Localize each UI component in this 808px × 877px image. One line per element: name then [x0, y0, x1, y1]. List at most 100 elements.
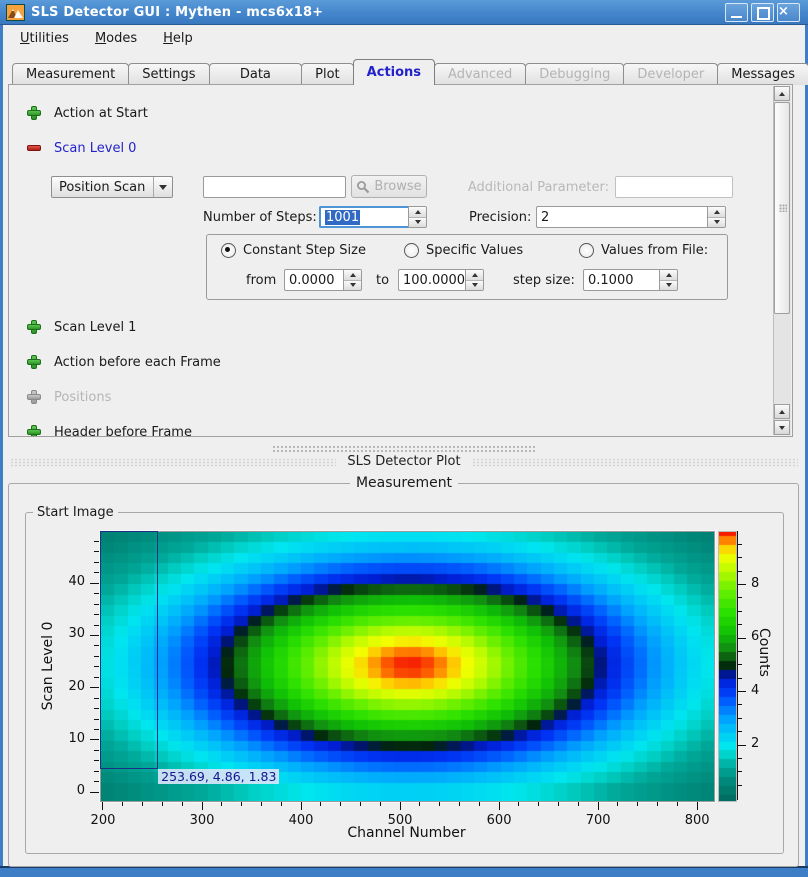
tick-label: 4 — [751, 683, 759, 698]
plot-area: 2003004005006007008000102030402468 Scan … — [25, 512, 782, 852]
tick-mark — [94, 593, 99, 594]
spin-up-button[interactable] — [344, 270, 361, 281]
tick-mark — [738, 758, 742, 759]
scroll-up-button-2[interactable] — [774, 404, 790, 419]
tick-mark — [738, 664, 742, 665]
arrow-up-icon — [415, 210, 421, 214]
tab-settings[interactable]: Settings — [128, 63, 209, 85]
menu-item-utilities[interactable]: Utilities — [11, 28, 78, 49]
expand-plus-icon[interactable] — [26, 105, 42, 121]
tab-actions[interactable]: Actions — [353, 59, 435, 85]
to-spinbox[interactable]: 100.0000 — [398, 269, 484, 291]
close-button[interactable]: × — [777, 3, 800, 22]
tab-bar: MeasurementSettingsData OutputPlotAction… — [12, 59, 808, 85]
spin-up-button[interactable] — [708, 207, 725, 218]
tick-mark — [94, 771, 99, 772]
collapse-minus-icon[interactable] — [26, 140, 42, 156]
tick-mark — [738, 718, 742, 719]
tick-mark — [202, 802, 203, 810]
browse-label: Browse — [374, 179, 421, 194]
tick-mark — [738, 691, 746, 692]
tick-mark — [94, 729, 99, 730]
tab-plot[interactable]: Plot — [301, 63, 354, 85]
number-of-steps-spinbox[interactable]: 1001 — [319, 206, 427, 228]
spin-down-button[interactable] — [409, 218, 426, 228]
splitter-handle[interactable] — [272, 445, 535, 452]
app-window: SLS Detector GUI : Mythen - mcs6x18+ × U… — [0, 0, 808, 877]
tab-messages[interactable]: Messages — [717, 63, 808, 85]
menu-item-modes[interactable]: Modes — [86, 28, 146, 49]
arrow-down-icon — [415, 220, 421, 224]
action-before-frame-row: Action before each Frame — [26, 353, 221, 371]
expand-plus-icon[interactable] — [26, 424, 42, 437]
spin-up-button[interactable] — [466, 270, 483, 281]
from-value: 0.0000 — [284, 269, 343, 291]
specific-values-radio[interactable]: Specific Values — [404, 243, 523, 258]
tick-mark — [697, 802, 698, 810]
scroll-down-button[interactable] — [774, 420, 790, 435]
spin-up-button[interactable] — [409, 207, 426, 218]
expand-plus-icon[interactable] — [26, 354, 42, 370]
tick-mark — [142, 802, 143, 806]
x-axis-label: Channel Number — [100, 825, 713, 841]
number-of-steps-value: 1001 — [325, 210, 360, 225]
y-axis-label: Scan Level 0 — [40, 606, 56, 726]
tick-mark — [182, 802, 183, 806]
tab-measurement[interactable]: Measurement — [12, 63, 129, 85]
number-of-steps-label: Number of Steps: — [203, 210, 317, 225]
tick-mark — [94, 760, 99, 761]
precision-spinbox[interactable]: 2 — [536, 206, 726, 228]
tick-mark — [90, 792, 99, 793]
tick-label: 10 — [45, 731, 85, 746]
action-at-start-label: Action at Start — [54, 106, 148, 121]
tick-mark — [578, 802, 579, 806]
browse-button: Browse — [351, 175, 427, 198]
spin-down-button[interactable] — [344, 281, 361, 291]
arrow-down-icon — [779, 426, 785, 430]
tick-mark — [94, 562, 99, 563]
minimize-button[interactable] — [725, 3, 748, 22]
constant-step-size-radio[interactable]: Constant Step Size — [221, 243, 366, 258]
tick-mark — [90, 583, 99, 584]
expand-plus-icon[interactable] — [26, 319, 42, 335]
spin-down-button[interactable] — [660, 281, 677, 291]
to-label: to — [376, 273, 389, 288]
action-at-start-row: Action at Start — [26, 104, 148, 122]
spin-down-button[interactable] — [466, 281, 483, 291]
tick-mark — [400, 802, 401, 810]
spin-down-button[interactable] — [708, 218, 725, 228]
tick-mark — [94, 656, 99, 657]
step-size-spinbox[interactable]: 0.1000 — [583, 269, 678, 291]
combobox-dropdown-button[interactable] — [153, 177, 172, 197]
tick-mark — [122, 802, 123, 806]
cursor-readout: 253.69, 4.86, 1.83 — [158, 769, 279, 784]
scrollbar-thumb[interactable] — [774, 102, 790, 314]
tick-mark — [162, 802, 163, 806]
tick-mark — [94, 708, 99, 709]
values-from-file-radio[interactable]: Values from File: — [579, 243, 708, 258]
constant-step-size-label: Constant Step Size — [243, 243, 366, 258]
from-spinbox[interactable]: 0.0000 — [284, 269, 362, 291]
scroll-up-button[interactable] — [774, 86, 790, 101]
tick-mark — [90, 687, 99, 688]
tick-mark — [637, 802, 638, 806]
heatmap-canvas[interactable] — [100, 531, 715, 802]
tick-mark — [281, 802, 282, 806]
tab-data-output[interactable]: Data Output — [209, 63, 303, 85]
spin-up-button[interactable] — [660, 270, 677, 281]
scan-script-input[interactable] — [203, 176, 346, 198]
tick-mark — [94, 541, 99, 542]
precision-value: 2 — [536, 206, 707, 228]
positions-row: Positions — [26, 388, 111, 406]
scan-mode-combobox[interactable]: Position Scan — [51, 176, 173, 198]
specific-values-label: Specific Values — [426, 243, 523, 258]
magnifier-icon — [356, 180, 370, 194]
zoom-selection-rect — [100, 531, 158, 769]
tick-mark — [738, 571, 742, 572]
tick-mark — [738, 597, 742, 598]
tick-mark — [340, 802, 341, 806]
maximize-button[interactable] — [751, 3, 774, 22]
menu-item-help[interactable]: Help — [154, 28, 202, 49]
actions-vertical-scrollbar[interactable] — [773, 86, 791, 435]
step-size-label: step size: — [513, 273, 575, 288]
